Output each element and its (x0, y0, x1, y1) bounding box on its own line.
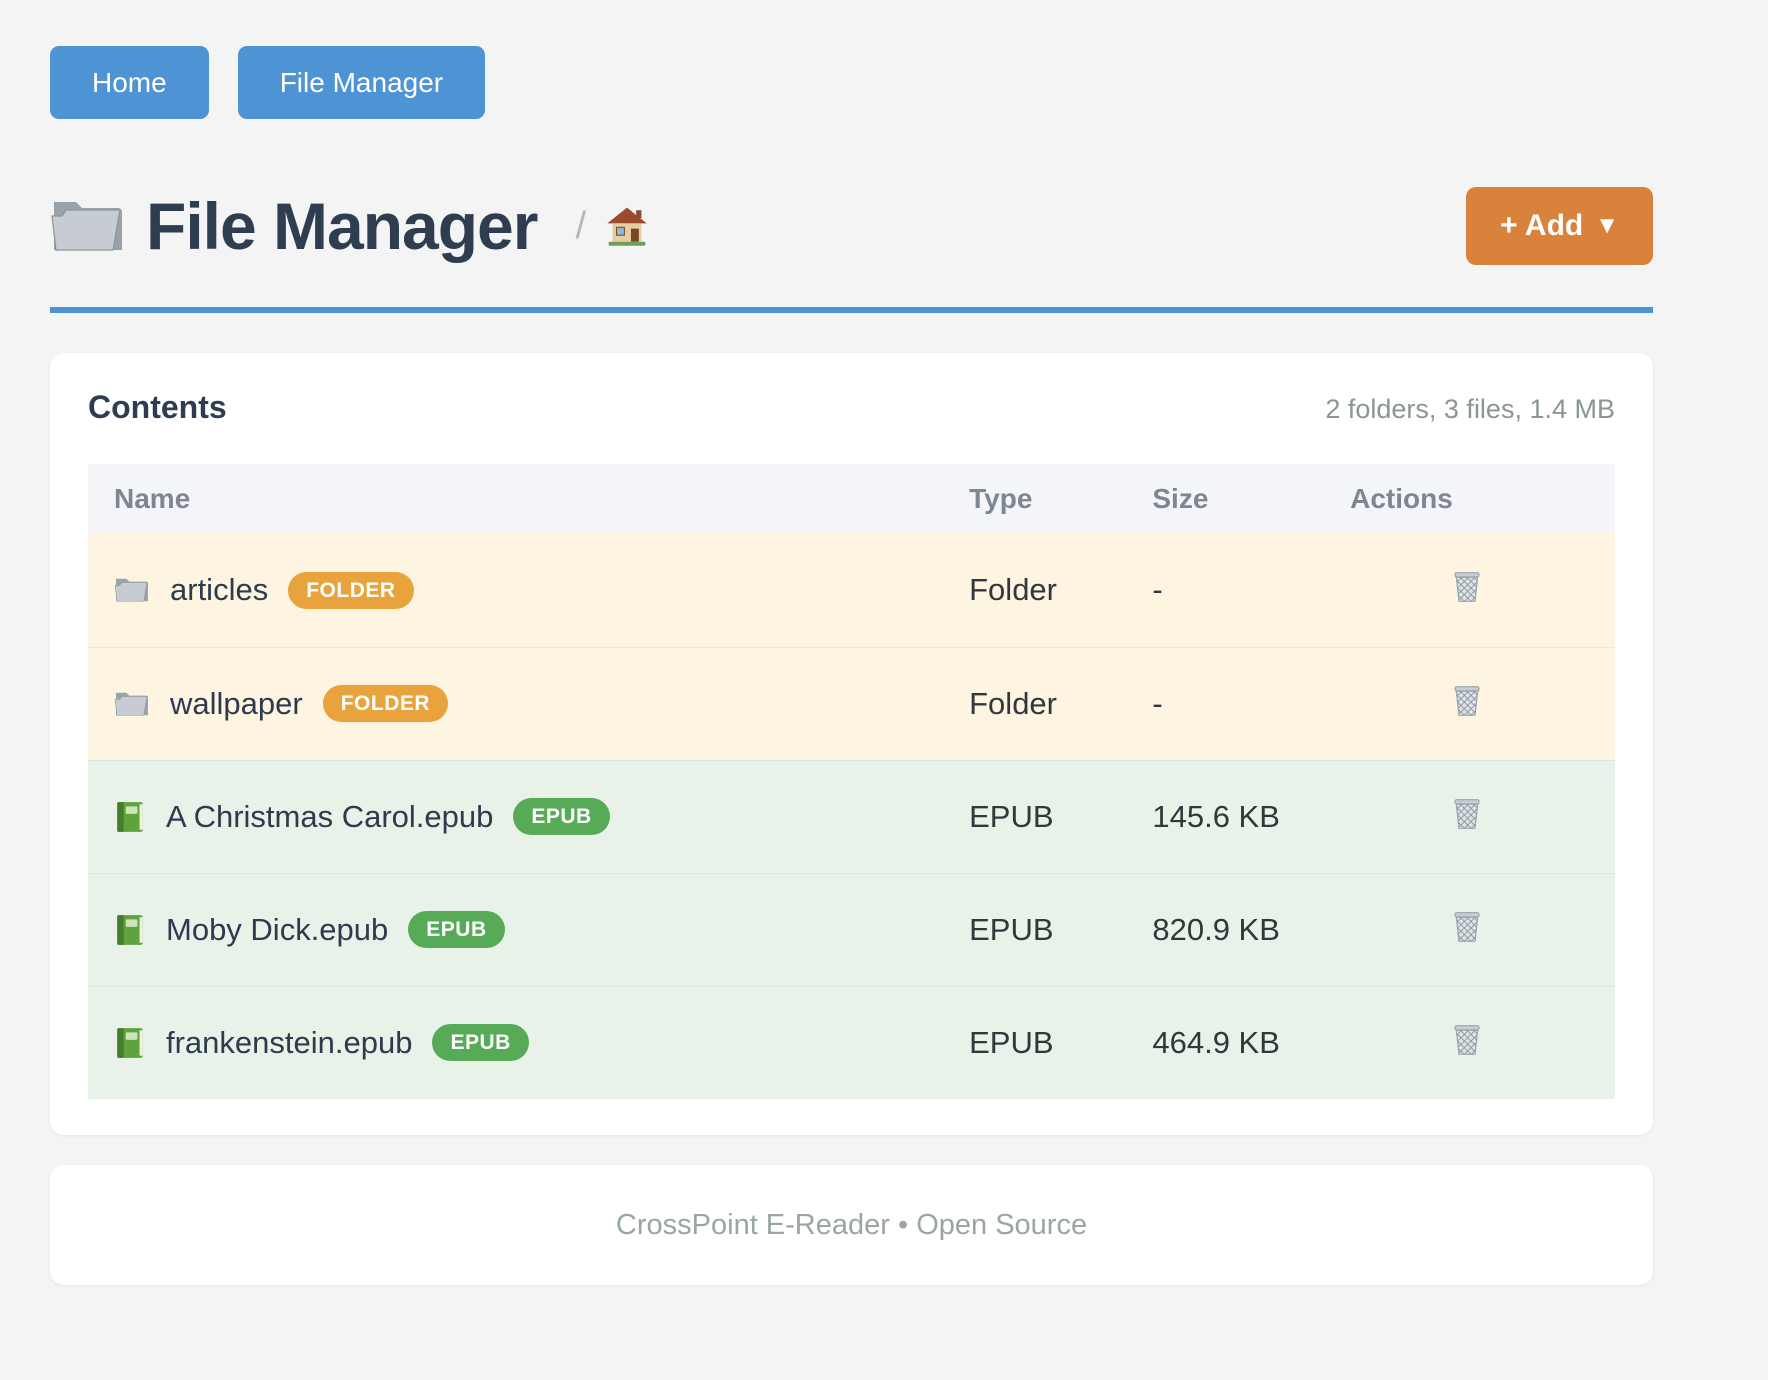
table-row[interactable]: Moby Dick.epub EPUB EPUB 820.9 KB (88, 872, 1615, 986)
file-size: 820.9 KB (1126, 872, 1341, 986)
file-size: - (1126, 534, 1341, 647)
file-type: Folder (943, 646, 1127, 760)
nav-button-file-manager[interactable]: File Manager (237, 46, 486, 119)
contents-summary: 2 folders, 3 files, 1.4 MB (1325, 394, 1615, 424)
table-row[interactable]: wallpaper FOLDER Folder - (88, 646, 1615, 760)
file-type: EPUB (943, 759, 1127, 873)
trash-icon (1451, 908, 1483, 944)
page-title: File Manager (146, 189, 538, 263)
folder-icon (114, 575, 150, 605)
home-icon[interactable] (606, 205, 648, 247)
type-badge: FOLDER (288, 571, 414, 609)
trash-icon (1451, 682, 1483, 718)
page-title-group: File Manager / (50, 188, 1466, 264)
book-icon (114, 913, 146, 947)
file-size: 145.6 KB (1126, 759, 1341, 873)
add-button-label: + Add (1500, 209, 1584, 242)
delete-button[interactable] (1451, 908, 1483, 944)
contents-table-body: articles FOLDER Folder - (88, 534, 1615, 1099)
page-container: Home File Manager File Manager / (50, 0, 1653, 1285)
table-row[interactable]: articles FOLDER Folder - (88, 534, 1615, 647)
delete-button[interactable] (1451, 568, 1483, 604)
add-button[interactable]: + Add ▼ (1466, 187, 1653, 265)
file-size: 464.9 KB (1126, 985, 1341, 1099)
breadcrumb-separator: / (575, 204, 587, 247)
file-type: EPUB (943, 985, 1127, 1099)
delete-button[interactable] (1451, 1021, 1483, 1057)
file-name[interactable]: A Christmas Carol.epub (166, 798, 494, 834)
trash-icon (1451, 795, 1483, 831)
folder-icon (50, 194, 126, 258)
delete-button[interactable] (1451, 795, 1483, 831)
files-table: Name Type Size Actions (88, 464, 1615, 1099)
column-header-actions: Actions (1340, 464, 1615, 534)
file-name[interactable]: wallpaper (170, 685, 303, 721)
column-header-type: Type (943, 464, 1127, 534)
file-name[interactable]: frankenstein.epub (166, 1024, 413, 1060)
type-badge: EPUB (513, 798, 610, 835)
folder-icon (114, 689, 150, 719)
chevron-down-icon: ▼ (1595, 212, 1619, 239)
top-nav: Home File Manager (50, 0, 1653, 119)
file-size: - (1126, 646, 1341, 760)
type-badge: EPUB (408, 911, 505, 948)
nav-button-home[interactable]: Home (50, 46, 209, 119)
table-row[interactable]: A Christmas Carol.epub EPUB EPUB 145.6 K… (88, 759, 1615, 873)
file-type: EPUB (943, 872, 1127, 986)
column-header-name: Name (88, 464, 944, 534)
contents-card: Contents 2 folders, 3 files, 1.4 MB Name… (50, 353, 1653, 1135)
book-icon (114, 1026, 146, 1060)
contents-title: Contents (88, 389, 227, 425)
contents-card-header: Contents 2 folders, 3 files, 1.4 MB (88, 389, 1615, 426)
delete-button[interactable] (1451, 682, 1483, 718)
page-header: File Manager / + Add ▼ (50, 187, 1653, 265)
column-header-size: Size (1126, 464, 1341, 534)
footer: CrossPoint E-Reader • Open Source (50, 1165, 1653, 1285)
table-row[interactable]: frankenstein.epub EPUB EPUB 464.9 KB (88, 985, 1615, 1099)
book-icon (114, 800, 146, 834)
files-table-header-row: Name Type Size Actions (88, 464, 1615, 534)
footer-text: CrossPoint E-Reader • Open Source (615, 1208, 1088, 1241)
file-type: Folder (943, 534, 1127, 647)
type-badge: EPUB (432, 1024, 529, 1062)
title-divider (50, 307, 1653, 313)
file-name[interactable]: articles (170, 572, 269, 608)
file-name[interactable]: Moby Dick.epub (166, 911, 389, 947)
type-badge: FOLDER (322, 685, 449, 722)
trash-icon (1451, 568, 1483, 604)
trash-icon (1451, 1021, 1483, 1057)
